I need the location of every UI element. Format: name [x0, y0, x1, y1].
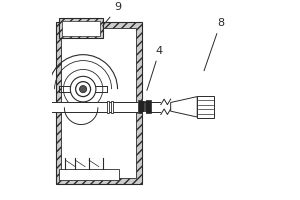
Bar	[111, 101, 113, 113]
Bar	[59, 169, 118, 180]
Bar	[144, 102, 160, 112]
Bar	[59, 18, 103, 38]
Bar	[62, 21, 100, 36]
Polygon shape	[171, 97, 197, 117]
Bar	[145, 100, 151, 113]
Bar	[52, 102, 142, 112]
Text: 8: 8	[204, 18, 224, 71]
Bar	[138, 100, 151, 113]
Bar	[138, 100, 144, 113]
Bar	[107, 101, 109, 113]
Bar	[197, 96, 214, 118]
Circle shape	[76, 82, 91, 97]
Bar	[56, 22, 142, 184]
Circle shape	[80, 86, 87, 93]
Bar	[61, 28, 136, 178]
Text: 9: 9	[103, 2, 122, 26]
Text: 4: 4	[147, 46, 163, 90]
